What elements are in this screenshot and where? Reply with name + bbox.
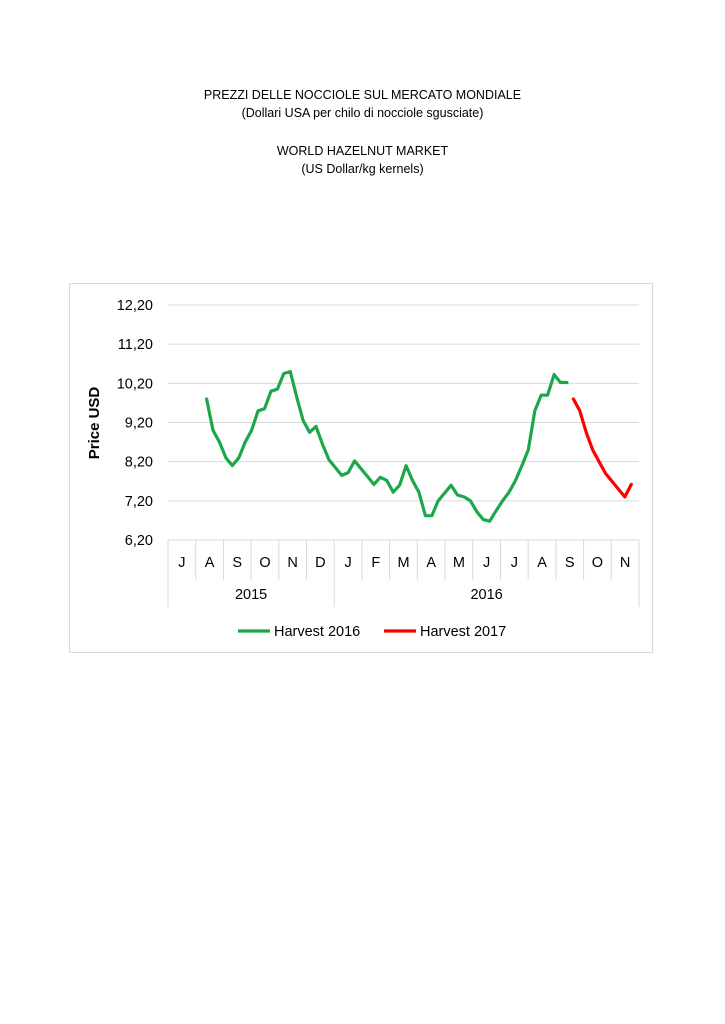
month-label: S <box>232 555 242 571</box>
month-label: J <box>511 555 518 571</box>
month-label: O <box>259 555 270 571</box>
month-label: N <box>287 555 297 571</box>
subtitle-english: (US Dollar/kg kernels) <box>301 162 424 176</box>
legend-label: Harvest 2017 <box>420 624 506 640</box>
month-label: M <box>453 555 465 571</box>
month-label: S <box>565 555 575 571</box>
series-line-2 <box>552 373 569 385</box>
y-tick-label: 7,20 <box>125 494 153 510</box>
year-label: 2015 <box>235 587 267 603</box>
series-line-3 <box>571 397 633 499</box>
year-label: 2016 <box>470 587 502 603</box>
title-italian: PREZZI DELLE NOCCIOLE SUL MERCATO MONDIA… <box>203 88 522 102</box>
month-label: D <box>315 555 325 571</box>
y-axis-label: Price USD <box>86 387 103 460</box>
y-tick-label: 8,20 <box>125 455 153 471</box>
month-label: F <box>371 555 380 571</box>
month-label: M <box>397 555 409 571</box>
y-tick-label: 11,20 <box>118 337 153 353</box>
month-label: A <box>426 555 436 571</box>
y-tick-label: 10,20 <box>117 376 153 392</box>
title-english: WORLD HAZELNUT MARKET <box>276 144 449 158</box>
subtitle-italian: (Dollari USA per chilo di nocciole sgusc… <box>241 106 484 120</box>
month-label: J <box>344 555 351 571</box>
month-label: J <box>483 555 490 571</box>
month-label: A <box>205 555 215 571</box>
y-tick-label: 12,20 <box>117 298 153 314</box>
month-label: O <box>592 555 603 571</box>
month-label: J <box>178 555 185 571</box>
y-tick-label: 9,20 <box>125 416 153 432</box>
month-label: N <box>620 555 630 571</box>
page-header: PREZZI DELLE NOCCIOLE SUL MERCATO MONDIA… <box>0 86 725 178</box>
legend-label: Harvest 2016 <box>274 624 360 640</box>
month-label: A <box>537 555 547 571</box>
series-line-1 <box>205 370 556 523</box>
y-tick-label: 6,20 <box>125 533 153 549</box>
